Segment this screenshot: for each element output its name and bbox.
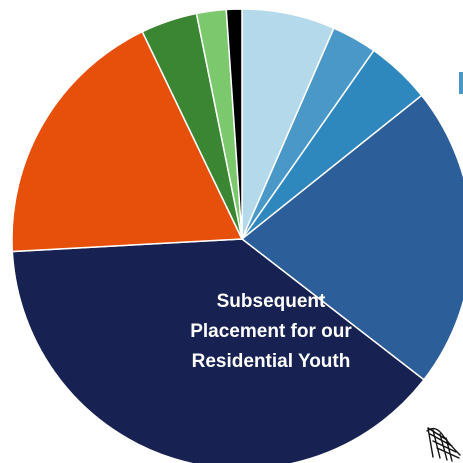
chart-title-line-1: Subsequent: [217, 291, 326, 312]
pie-slices: [11, 8, 463, 463]
chart-title-line-3: Residential Youth: [192, 351, 351, 372]
edge-accent-mark: [459, 72, 463, 94]
scribble-icon: [426, 427, 461, 462]
pie-slice-6: [11, 30, 244, 253]
pie-slice-9: [225, 8, 243, 240]
chart-title-line-2: Placement for our: [190, 321, 352, 342]
pie-slice-4: [240, 94, 463, 381]
pie-slice-5: [11, 238, 425, 463]
